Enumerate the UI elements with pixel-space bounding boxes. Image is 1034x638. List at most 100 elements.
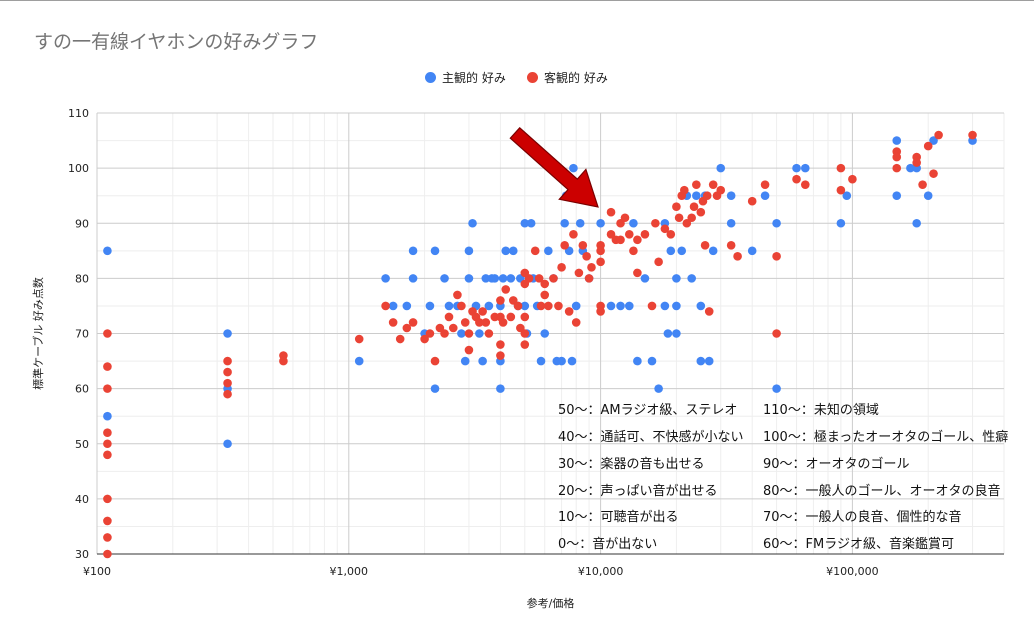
objective-point[interactable] [506,312,516,322]
objective-point[interactable] [464,329,474,338]
subjective-point[interactable] [640,274,650,283]
objective-point[interactable] [557,263,566,272]
subjective-point[interactable] [460,356,470,366]
objective-point[interactable] [733,252,742,261]
objective-point[interactable] [481,318,491,327]
objective-point[interactable] [498,318,508,327]
objective-point[interactable] [457,301,466,311]
objective-point[interactable] [624,229,634,239]
objective-point[interactable] [444,312,454,322]
objective-point[interactable] [584,274,594,283]
subjective-point[interactable] [103,246,112,256]
objective-point[interactable] [381,301,390,311]
objective-point[interactable] [651,218,660,228]
objective-point[interactable] [696,207,706,217]
objective-point[interactable] [923,141,933,151]
objective-point[interactable] [496,351,505,360]
objective-point[interactable] [680,185,689,195]
subjective-point[interactable] [772,218,781,228]
objective-point[interactable] [616,235,625,245]
objective-point[interactable] [716,185,726,195]
subjective-point[interactable] [526,218,536,228]
subjective-point[interactable] [923,191,933,200]
subjective-point[interactable] [223,329,232,338]
objective-point[interactable] [440,329,449,338]
subjective-point[interactable] [624,301,634,311]
objective-point[interactable] [549,274,558,283]
subjective-point[interactable] [836,218,846,228]
subjective-point[interactable] [672,301,681,311]
subjective-point[interactable] [430,384,440,393]
subjective-point[interactable] [520,218,530,228]
subjective-point[interactable] [408,246,418,256]
subjective-point[interactable] [457,329,466,338]
objective-point[interactable] [103,428,112,438]
objective-point[interactable] [596,246,605,256]
objective-point[interactable] [792,174,801,184]
objective-point[interactable] [103,384,112,393]
subjective-point[interactable] [381,274,390,283]
objective-point[interactable] [464,345,474,355]
objective-point[interactable] [800,180,810,189]
objective-point[interactable] [223,378,232,388]
objective-point[interactable] [279,356,288,366]
objective-point[interactable] [892,163,902,173]
objective-point[interactable] [103,362,112,371]
objective-point[interactable] [772,329,781,338]
subjective-point[interactable] [540,329,550,338]
subjective-point[interactable] [498,274,508,283]
objective-point[interactable] [103,533,112,542]
objective-point[interactable] [647,301,657,311]
subjective-point[interactable] [663,329,673,338]
objective-point[interactable] [524,274,534,283]
objective-point[interactable] [968,130,977,140]
objective-point[interactable] [560,241,569,250]
objective-point[interactable] [760,180,770,189]
subjective-point[interactable] [726,191,736,200]
subjective-point[interactable] [478,356,487,366]
objective-point[interactable] [564,307,574,316]
subjective-point[interactable] [892,136,902,145]
subjective-point[interactable] [481,274,491,283]
subjective-point[interactable] [666,246,676,256]
objective-point[interactable] [702,191,712,200]
objective-point[interactable] [513,301,523,311]
objective-point[interactable] [103,494,112,504]
objective-point[interactable] [687,213,696,223]
objective-point[interactable] [478,307,487,316]
objective-point[interactable] [534,274,544,283]
objective-point[interactable] [569,229,578,239]
objective-point[interactable] [700,241,710,250]
subjective-point[interactable] [425,301,435,311]
objective-point[interactable] [223,389,232,399]
objective-point[interactable] [666,229,676,239]
subjective-point[interactable] [520,301,530,311]
objective-point[interactable] [484,329,494,338]
objective-point[interactable] [934,130,943,140]
subjective-point[interactable] [475,329,484,338]
subjective-point[interactable] [708,246,718,256]
subjective-point[interactable] [629,218,638,228]
subjective-point[interactable] [696,356,706,366]
subjective-point[interactable] [906,163,915,173]
objective-point[interactable] [354,334,364,344]
subjective-point[interactable] [468,218,477,228]
objective-point[interactable] [448,323,458,333]
subjective-point[interactable] [354,356,364,366]
objective-point[interactable] [929,169,938,178]
objective-point[interactable] [520,312,530,322]
objective-point[interactable] [475,318,484,327]
objective-point[interactable] [530,246,540,256]
subjective-point[interactable] [792,163,801,173]
subjective-point[interactable] [557,356,566,366]
objective-point[interactable] [660,224,670,234]
objective-point[interactable] [640,229,650,239]
subjective-point[interactable] [672,274,681,283]
objective-point[interactable] [103,549,112,559]
subjective-point[interactable] [760,191,770,200]
subjective-point[interactable] [501,246,511,256]
subjective-point[interactable] [430,246,440,256]
subjective-point[interactable] [912,218,921,228]
subjective-point[interactable] [440,274,449,283]
objective-point[interactable] [578,241,588,250]
